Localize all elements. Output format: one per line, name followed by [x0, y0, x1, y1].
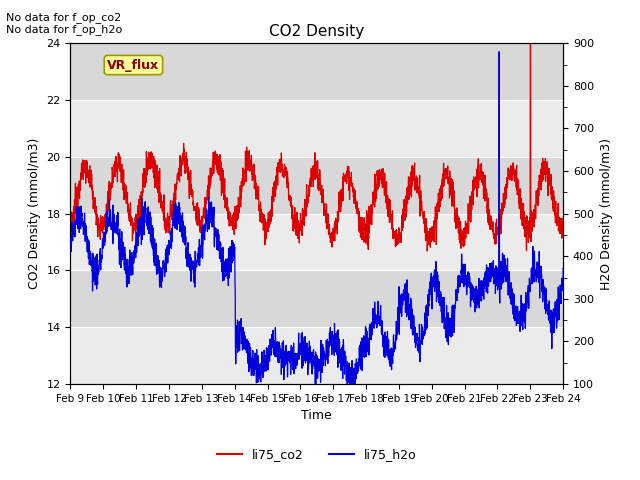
Bar: [70, 43, 563, 100]
Y-axis label: CO2 Density (mmol/m3): CO2 Density (mmol/m3): [28, 138, 41, 289]
Bar: [70, 270, 563, 327]
Legend: li75_co2, li75_h2o: li75_co2, li75_h2o: [212, 444, 422, 467]
Y-axis label: H2O Density (mmol/m3): H2O Density (mmol/m3): [600, 138, 612, 289]
Bar: [70, 157, 563, 214]
X-axis label: Time: Time: [301, 409, 332, 422]
Text: VR_flux: VR_flux: [108, 59, 159, 72]
Text: No data for f_op_h2o: No data for f_op_h2o: [6, 24, 123, 35]
Text: No data for f_op_co2: No data for f_op_co2: [6, 12, 122, 23]
Title: CO2 Density: CO2 Density: [269, 24, 364, 39]
